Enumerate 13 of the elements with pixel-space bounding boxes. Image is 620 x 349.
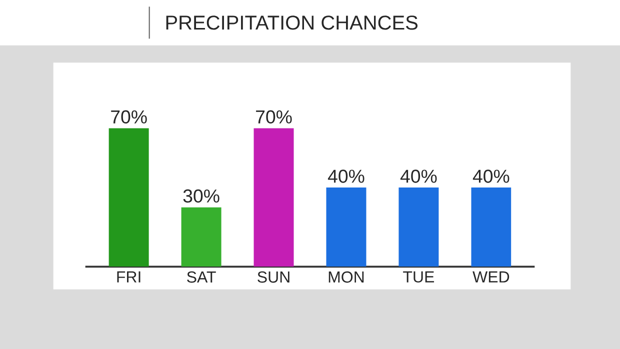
x-tick-label: TUE	[403, 271, 434, 282]
data-label: 40%	[400, 169, 437, 183]
x-tick-label: SUN	[258, 271, 290, 283]
x-tick-label: WED	[472, 271, 510, 282]
data-label: 30%	[183, 189, 220, 202]
data-label: 40%	[472, 169, 510, 183]
data-label: 70%	[256, 110, 292, 124]
chart-title: PRECIPITATION CHANCES	[166, 15, 418, 30]
x-tick-label: FRI	[117, 271, 140, 282]
data-label: 40%	[328, 169, 364, 183]
x-tick-label: SAT	[187, 271, 216, 283]
x-tick-label: MON	[328, 271, 364, 283]
data-label: 70%	[111, 110, 147, 124]
